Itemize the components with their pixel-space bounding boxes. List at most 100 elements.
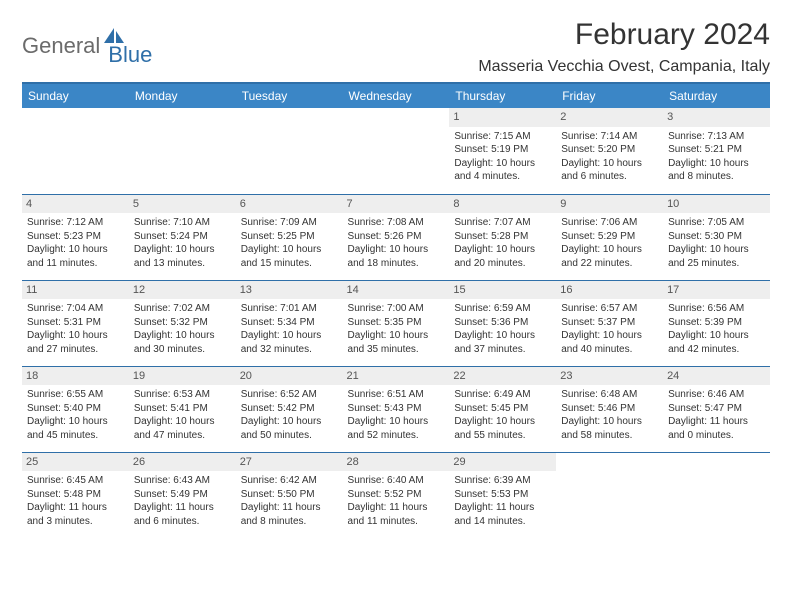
- day-number: 13: [236, 281, 343, 300]
- sunrise-text: Sunrise: 6:48 AM: [561, 388, 658, 402]
- calendar-cell: 21Sunrise: 6:51 AMSunset: 5:43 PMDayligh…: [343, 366, 450, 452]
- day-number: 29: [449, 453, 556, 472]
- calendar-cell: 28Sunrise: 6:40 AMSunset: 5:52 PMDayligh…: [343, 452, 450, 538]
- daylight-text: Daylight: 10 hours and 30 minutes.: [134, 329, 231, 356]
- calendar-cell: [343, 108, 450, 194]
- daylight-text: Daylight: 10 hours and 40 minutes.: [561, 329, 658, 356]
- sunrise-text: Sunrise: 7:12 AM: [27, 216, 124, 230]
- daylight-text: Daylight: 10 hours and 11 minutes.: [27, 243, 124, 270]
- calendar-cell: 27Sunrise: 6:42 AMSunset: 5:50 PMDayligh…: [236, 452, 343, 538]
- title-block: February 2024 Masseria Vecchia Ovest, Ca…: [478, 18, 770, 76]
- daylight-text: Daylight: 10 hours and 4 minutes.: [454, 157, 551, 184]
- calendar-body: 1Sunrise: 7:15 AMSunset: 5:19 PMDaylight…: [22, 108, 770, 538]
- daylight-text: Daylight: 10 hours and 58 minutes.: [561, 415, 658, 442]
- brand-logo: General Blue: [22, 18, 152, 68]
- sunrise-text: Sunrise: 7:10 AM: [134, 216, 231, 230]
- calendar-cell: 1Sunrise: 7:15 AMSunset: 5:19 PMDaylight…: [449, 108, 556, 194]
- day-number: 9: [556, 195, 663, 214]
- calendar-cell: 16Sunrise: 6:57 AMSunset: 5:37 PMDayligh…: [556, 280, 663, 366]
- day-number: 28: [343, 453, 450, 472]
- sunset-text: Sunset: 5:41 PM: [134, 402, 231, 416]
- sunset-text: Sunset: 5:47 PM: [668, 402, 765, 416]
- sunset-text: Sunset: 5:50 PM: [241, 488, 338, 502]
- daylight-text: Daylight: 11 hours and 8 minutes.: [241, 501, 338, 528]
- day-number: 20: [236, 367, 343, 386]
- calendar-cell: [663, 452, 770, 538]
- daylight-text: Daylight: 11 hours and 3 minutes.: [27, 501, 124, 528]
- col-thursday: Thursday: [449, 84, 556, 108]
- day-number: 12: [129, 281, 236, 300]
- daylight-text: Daylight: 10 hours and 35 minutes.: [348, 329, 445, 356]
- calendar-cell: [236, 108, 343, 194]
- day-number: 24: [663, 367, 770, 386]
- calendar-cell: 7Sunrise: 7:08 AMSunset: 5:26 PMDaylight…: [343, 194, 450, 280]
- sunrise-text: Sunrise: 7:02 AM: [134, 302, 231, 316]
- day-number: 4: [22, 195, 129, 214]
- sunrise-text: Sunrise: 6:46 AM: [668, 388, 765, 402]
- calendar-cell: 23 Sunrise: 6:48 AMSunset: 5:46 PMDayligh…: [556, 366, 663, 452]
- day-number: 25: [22, 453, 129, 472]
- sunset-text: Sunset: 5:25 PM: [241, 230, 338, 244]
- sunrise-text: Sunrise: 7:05 AM: [668, 216, 765, 230]
- col-tuesday: Tuesday: [236, 84, 343, 108]
- calendar-cell: 26Sunrise: 6:43 AMSunset: 5:49 PMDayligh…: [129, 452, 236, 538]
- calendar-header-row: Sunday Monday Tuesday Wednesday Thursday…: [22, 84, 770, 108]
- sunrise-text: Sunrise: 6:56 AM: [668, 302, 765, 316]
- calendar-cell: 11Sunrise: 7:04 AMSunset: 5:31 PMDayligh…: [22, 280, 129, 366]
- sunrise-text: Sunrise: 7:15 AM: [454, 130, 551, 144]
- sunrise-text: Sunrise: 7:04 AM: [27, 302, 124, 316]
- brand-part1: General: [22, 33, 100, 59]
- calendar-cell: [129, 108, 236, 194]
- daylight-text: Daylight: 11 hours and 11 minutes.: [348, 501, 445, 528]
- sunrise-text: Sunrise: 6:55 AM: [27, 388, 124, 402]
- calendar-cell: 9Sunrise: 7:06 AMSunset: 5:29 PMDaylight…: [556, 194, 663, 280]
- calendar-cell: 8Sunrise: 7:07 AMSunset: 5:28 PMDaylight…: [449, 194, 556, 280]
- day-number: 11: [22, 281, 129, 300]
- day-number: 14: [343, 281, 450, 300]
- sunset-text: Sunset: 5:43 PM: [348, 402, 445, 416]
- sunset-text: Sunset: 5:24 PM: [134, 230, 231, 244]
- sunset-text: Sunset: 5:48 PM: [27, 488, 124, 502]
- sunset-text: Sunset: 5:30 PM: [668, 230, 765, 244]
- day-number: 5: [129, 195, 236, 214]
- calendar-cell: 2Sunrise: 7:14 AMSunset: 5:20 PMDaylight…: [556, 108, 663, 194]
- daylight-text: Daylight: 10 hours and 13 minutes.: [134, 243, 231, 270]
- sunset-text: Sunset: 5:34 PM: [241, 316, 338, 330]
- daylight-text: Daylight: 10 hours and 25 minutes.: [668, 243, 765, 270]
- calendar-cell: 19Sunrise: 6:53 AMSunset: 5:41 PMDayligh…: [129, 366, 236, 452]
- calendar-cell: 15Sunrise: 6:59 AMSunset: 5:36 PMDayligh…: [449, 280, 556, 366]
- sunset-text: Sunset: 5:23 PM: [27, 230, 124, 244]
- calendar-cell: 12Sunrise: 7:02 AMSunset: 5:32 PMDayligh…: [129, 280, 236, 366]
- sunrise-text: Sunrise: 6:59 AM: [454, 302, 551, 316]
- sunrise-text: Sunrise: 7:06 AM: [561, 216, 658, 230]
- day-number: 22: [449, 367, 556, 386]
- calendar-week: 25Sunrise: 6:45 AMSunset: 5:48 PMDayligh…: [22, 452, 770, 538]
- daylight-text: Daylight: 10 hours and 52 minutes.: [348, 415, 445, 442]
- sunset-text: Sunset: 5:29 PM: [561, 230, 658, 244]
- daylight-text: Daylight: 10 hours and 55 minutes.: [454, 415, 551, 442]
- col-sunday: Sunday: [22, 84, 129, 108]
- daylight-text: Daylight: 11 hours and 6 minutes.: [134, 501, 231, 528]
- sunrise-text: Sunrise: 7:07 AM: [454, 216, 551, 230]
- col-wednesday: Wednesday: [343, 84, 450, 108]
- header: General Blue February 2024 Masseria Vecc…: [22, 18, 770, 76]
- daylight-text: Daylight: 11 hours and 14 minutes.: [454, 501, 551, 528]
- calendar-cell: 3Sunrise: 7:13 AMSunset: 5:21 PMDaylight…: [663, 108, 770, 194]
- calendar-cell: 18Sunrise: 6:55 AMSunset: 5:40 PMDayligh…: [22, 366, 129, 452]
- sunset-text: Sunset: 5:46 PM: [561, 402, 658, 416]
- day-number: 6: [236, 195, 343, 214]
- sunset-text: Sunset: 5:40 PM: [27, 402, 124, 416]
- sunset-text: Sunset: 5:53 PM: [454, 488, 551, 502]
- calendar-cell: 10Sunrise: 7:05 AMSunset: 5:30 PMDayligh…: [663, 194, 770, 280]
- calendar-week: 1Sunrise: 7:15 AMSunset: 5:19 PMDaylight…: [22, 108, 770, 194]
- daylight-text: Daylight: 10 hours and 47 minutes.: [134, 415, 231, 442]
- day-number: 23: [556, 367, 663, 386]
- day-number: 16: [556, 281, 663, 300]
- sunset-text: Sunset: 5:45 PM: [454, 402, 551, 416]
- sunrise-text: Sunrise: 6:39 AM: [454, 474, 551, 488]
- daylight-text: Daylight: 10 hours and 18 minutes.: [348, 243, 445, 270]
- calendar-cell: 13Sunrise: 7:01 AMSunset: 5:34 PMDayligh…: [236, 280, 343, 366]
- day-number: 18: [22, 367, 129, 386]
- calendar-cell: 25Sunrise: 6:45 AMSunset: 5:48 PMDayligh…: [22, 452, 129, 538]
- day-number: 3: [663, 108, 770, 127]
